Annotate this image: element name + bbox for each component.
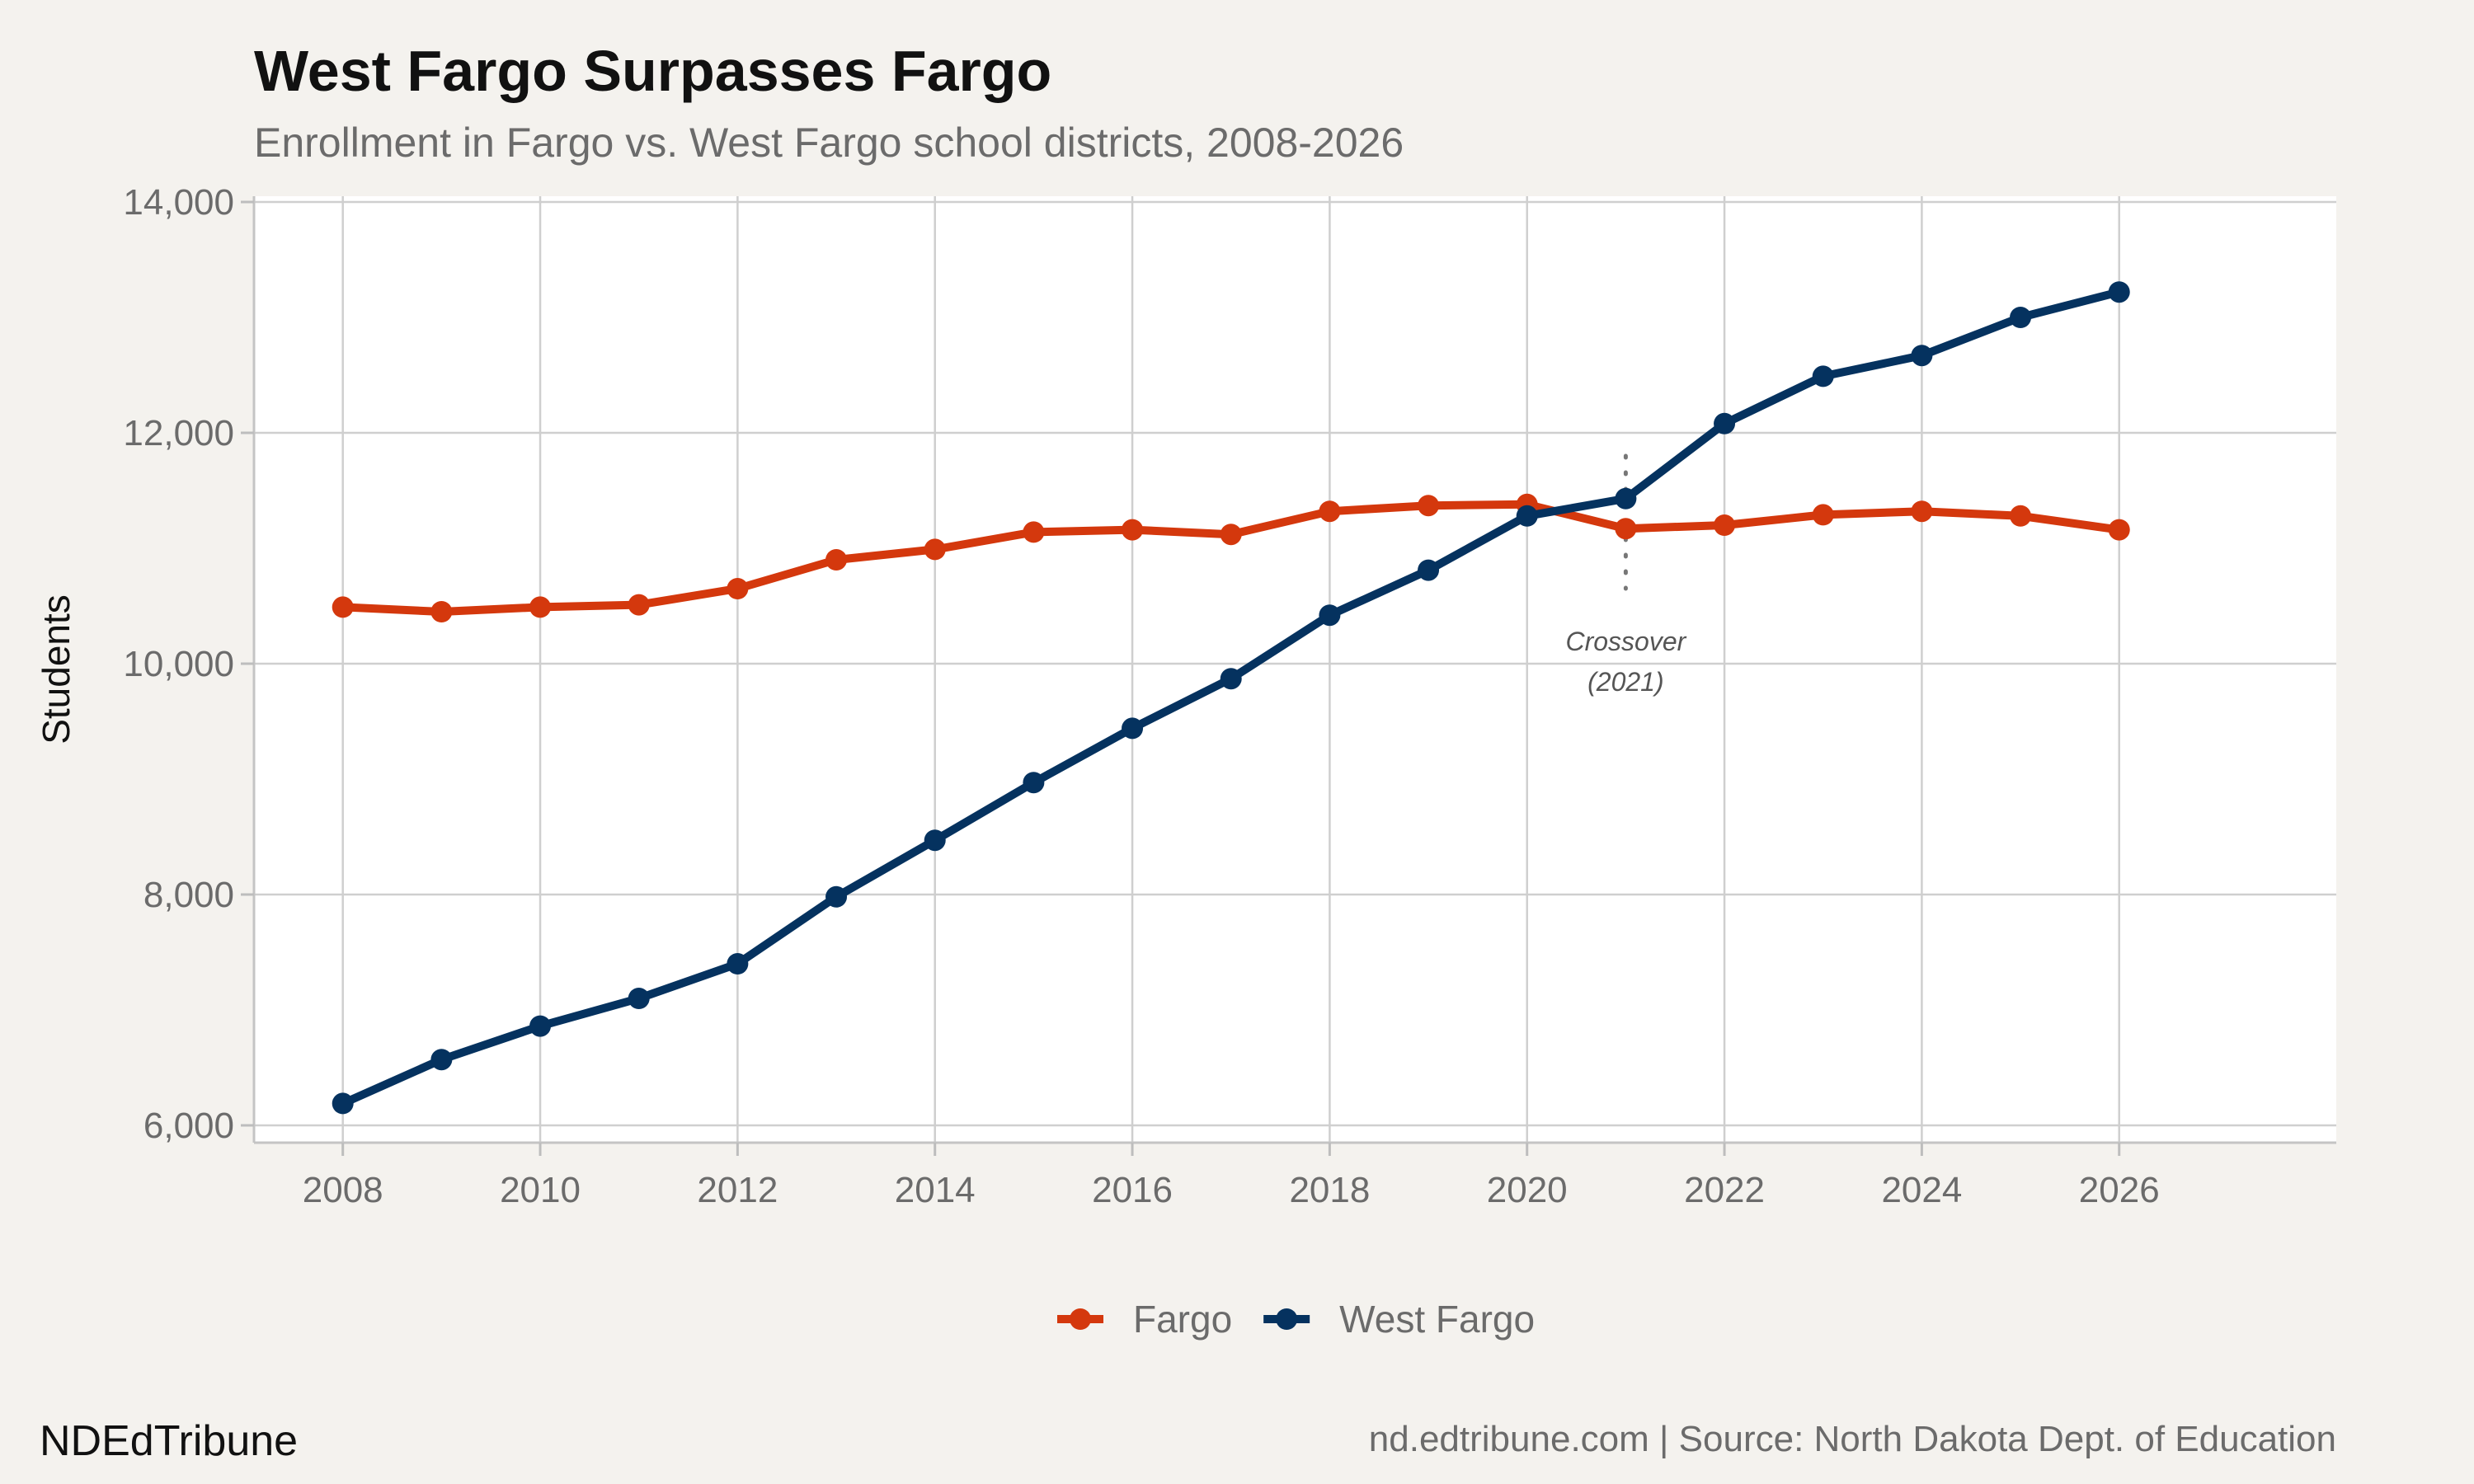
- data-point-west-fargo: [1615, 487, 1637, 510]
- data-point-west-fargo: [2010, 307, 2032, 328]
- data-point-west-fargo: [1418, 559, 1440, 581]
- y-axis-label: Students: [35, 594, 78, 744]
- data-point-fargo: [924, 538, 946, 561]
- data-point-west-fargo: [628, 988, 650, 1009]
- data-point-fargo: [1615, 518, 1637, 540]
- data-point-fargo: [628, 594, 650, 616]
- data-point-west-fargo: [1319, 604, 1341, 627]
- crossover-label: Crossover: [1565, 627, 1686, 656]
- x-tick-label: 2010: [500, 1170, 581, 1210]
- plot-panel: [254, 196, 2336, 1143]
- y-tick-label: 10,000: [123, 644, 234, 684]
- data-point-fargo: [1714, 514, 1736, 536]
- x-tick-label: 2024: [1881, 1170, 1962, 1210]
- chart-title: West Fargo Surpasses Fargo: [254, 39, 1051, 103]
- y-tick-label: 6,000: [143, 1106, 234, 1146]
- data-point-west-fargo: [727, 953, 749, 974]
- data-point-west-fargo: [1220, 668, 1242, 690]
- data-point-west-fargo: [2108, 281, 2130, 303]
- legend-label-west-fargo: West Fargo: [1339, 1298, 1535, 1341]
- data-point-west-fargo: [1812, 365, 1834, 387]
- legend-key-point-fargo: [1070, 1308, 1091, 1330]
- data-point-fargo: [332, 596, 354, 618]
- data-point-fargo: [1911, 500, 1933, 523]
- data-point-fargo: [1122, 519, 1144, 541]
- x-tick-label: 2018: [1289, 1170, 1370, 1210]
- data-point-west-fargo: [1911, 345, 1933, 367]
- series-fargo: [332, 493, 2130, 622]
- legend-key-point-west-fargo: [1276, 1308, 1298, 1330]
- data-point-fargo: [1418, 495, 1440, 517]
- data-point-west-fargo: [825, 885, 848, 908]
- x-tick-label: 2026: [2079, 1170, 2160, 1210]
- data-point-fargo: [430, 601, 453, 622]
- legend: Fargo West Fargo: [1057, 1298, 1535, 1341]
- x-tick-label: 2022: [1684, 1170, 1765, 1210]
- source-credit: nd.edtribune.com | Source: North Dakota …: [1369, 1419, 2336, 1459]
- data-point-fargo: [1220, 524, 1242, 546]
- data-point-fargo: [727, 578, 749, 599]
- series-lines: [332, 281, 2130, 1115]
- x-tick-label: 2008: [303, 1170, 383, 1210]
- data-point-west-fargo: [430, 1049, 453, 1071]
- data-point-west-fargo: [1714, 412, 1736, 434]
- data-point-west-fargo: [924, 829, 946, 852]
- legend-label-fargo: Fargo: [1133, 1298, 1232, 1341]
- x-tick-label: 2020: [1487, 1170, 1568, 1210]
- x-axis-ticks: 2008 2010 2012 2014 2016 2018 2020 2022 2024 2026: [303, 1143, 2160, 1210]
- y-tick-label: 12,000: [123, 413, 234, 453]
- x-tick-label: 2012: [697, 1170, 778, 1210]
- crossover-year-label: (2021): [1587, 667, 1664, 697]
- chart-subtitle: Enrollment in Fargo vs. West Fargo schoo…: [254, 120, 1404, 166]
- data-point-west-fargo: [1023, 772, 1045, 794]
- data-point-west-fargo: [332, 1092, 354, 1115]
- data-point-fargo: [1023, 521, 1045, 543]
- series-west-fargo: [332, 281, 2130, 1115]
- data-point-fargo: [529, 596, 552, 618]
- data-point-fargo: [1812, 504, 1834, 526]
- y-axis-ticks: 6,000 8,000 10,000 12,000 14,000: [123, 182, 254, 1146]
- data-point-fargo: [2010, 505, 2032, 527]
- x-tick-label: 2014: [895, 1170, 976, 1210]
- brand-name: NDEdTribune: [40, 1417, 298, 1465]
- gridlines: [254, 196, 2336, 1143]
- x-tick-label: 2016: [1092, 1170, 1173, 1210]
- data-point-west-fargo: [529, 1015, 552, 1037]
- data-point-west-fargo: [1516, 505, 1538, 527]
- y-tick-label: 14,000: [123, 182, 234, 223]
- data-point-fargo: [825, 549, 848, 571]
- data-point-fargo: [2108, 519, 2130, 541]
- y-tick-label: 8,000: [143, 875, 234, 915]
- data-point-fargo: [1319, 500, 1341, 523]
- data-point-west-fargo: [1122, 717, 1144, 740]
